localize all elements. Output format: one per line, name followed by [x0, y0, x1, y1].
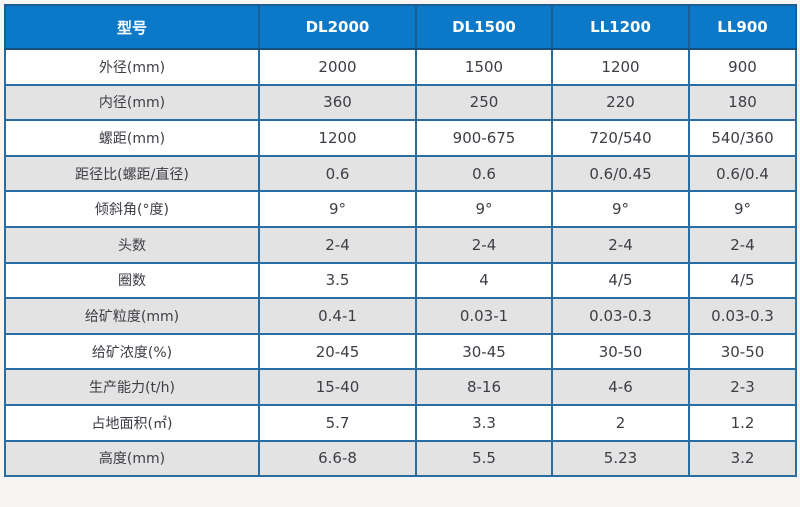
- row-label: 给矿粒度(mm): [4, 297, 260, 335]
- table-header-row: 型号 DL2000 DL1500 LL1200 LL900: [4, 4, 797, 50]
- table-row: 外径(mm) 2000 1500 1200 900: [4, 48, 797, 86]
- table-cell: 6.6-8: [258, 439, 417, 478]
- row-label: 倾斜角(°度): [4, 190, 260, 228]
- table-cell: 9°: [688, 190, 797, 228]
- table-cell: 30-50: [688, 332, 797, 371]
- table-row: 距径比(螺距/直径) 0.6 0.6 0.6/0.45 0.6/0.4: [4, 154, 797, 193]
- table-cell: 3.5: [258, 261, 417, 300]
- table-row: 头数 2-4 2-4 2-4 2-4: [4, 225, 797, 264]
- row-label: 生产能力(t/h): [4, 368, 260, 406]
- table-cell: 220: [551, 83, 690, 122]
- header-col-ll1200: LL1200: [551, 4, 690, 50]
- row-label: 占地面积(㎡): [4, 403, 260, 442]
- table-cell: 5.23: [551, 439, 690, 478]
- table-cell: 2000: [258, 48, 417, 86]
- table-cell: 2-4: [258, 225, 417, 264]
- table-cell: 15-40: [258, 368, 417, 406]
- header-model-label: 型号: [4, 4, 260, 50]
- table-cell: 250: [415, 83, 553, 122]
- table-cell: 0.03-0.3: [551, 297, 690, 335]
- table-cell: 5.7: [258, 403, 417, 442]
- table-cell: 30-50: [551, 332, 690, 371]
- table-cell: 2-4: [415, 225, 553, 264]
- table-cell: 0.6/0.4: [688, 154, 797, 193]
- table-row: 倾斜角(°度) 9° 9° 9° 9°: [4, 190, 797, 228]
- table-row: 占地面积(㎡) 5.7 3.3 2 1.2: [4, 403, 797, 442]
- row-label: 头数: [4, 225, 260, 264]
- table-cell: 8-16: [415, 368, 553, 406]
- row-label: 螺距(mm): [4, 119, 260, 157]
- table-cell: 9°: [551, 190, 690, 228]
- table-cell: 2-4: [551, 225, 690, 264]
- table-cell: 4-6: [551, 368, 690, 406]
- table-cell: 720/540: [551, 119, 690, 157]
- table-row: 给矿粒度(mm) 0.4-1 0.03-1 0.03-0.3 0.03-0.3: [4, 297, 797, 335]
- row-label: 圈数: [4, 261, 260, 300]
- table-cell: 0.6/0.45: [551, 154, 690, 193]
- row-label: 距径比(螺距/直径): [4, 154, 260, 193]
- table-cell: 2-4: [688, 225, 797, 264]
- table-cell: 20-45: [258, 332, 417, 371]
- table-row: 生产能力(t/h) 15-40 8-16 4-6 2-3: [4, 368, 797, 406]
- table-cell: 3.2: [688, 439, 797, 478]
- table-cell: 1500: [415, 48, 553, 86]
- row-label: 外径(mm): [4, 48, 260, 86]
- row-label: 给矿浓度(%): [4, 332, 260, 371]
- table-cell: 0.6: [415, 154, 553, 193]
- table-cell: 0.4-1: [258, 297, 417, 335]
- table-cell: 9°: [415, 190, 553, 228]
- table-cell: 180: [688, 83, 797, 122]
- table-cell: 0.03-1: [415, 297, 553, 335]
- header-col-ll900: LL900: [688, 4, 797, 50]
- table-cell: 5.5: [415, 439, 553, 478]
- table-cell: 540/360: [688, 119, 797, 157]
- row-label: 高度(mm): [4, 439, 260, 478]
- table-cell: 9°: [258, 190, 417, 228]
- table-cell: 900: [688, 48, 797, 86]
- table-cell: 3.3: [415, 403, 553, 442]
- table-cell: 4/5: [551, 261, 690, 300]
- table-row: 圈数 3.5 4 4/5 4/5: [4, 261, 797, 300]
- table-cell: 360: [258, 83, 417, 122]
- table-row: 高度(mm) 6.6-8 5.5 5.23 3.2: [4, 439, 797, 478]
- table-row: 内径(mm) 360 250 220 180: [4, 83, 797, 122]
- table-cell: 1.2: [688, 403, 797, 442]
- table-cell: 0.03-0.3: [688, 297, 797, 335]
- header-col-dl2000: DL2000: [258, 4, 417, 50]
- table-cell: 1200: [258, 119, 417, 157]
- table-cell: 1200: [551, 48, 690, 86]
- row-label: 内径(mm): [4, 83, 260, 122]
- table-cell: 900-675: [415, 119, 553, 157]
- table-cell: 2: [551, 403, 690, 442]
- spec-table: 型号 DL2000 DL1500 LL1200 LL900 外径(mm) 200…: [4, 4, 797, 478]
- table-cell: 30-45: [415, 332, 553, 371]
- table-cell: 4/5: [688, 261, 797, 300]
- table-row: 给矿浓度(%) 20-45 30-45 30-50 30-50: [4, 332, 797, 371]
- table-row: 螺距(mm) 1200 900-675 720/540 540/360: [4, 119, 797, 157]
- table-cell: 0.6: [258, 154, 417, 193]
- header-col-dl1500: DL1500: [415, 4, 553, 50]
- table-cell: 2-3: [688, 368, 797, 406]
- table-cell: 4: [415, 261, 553, 300]
